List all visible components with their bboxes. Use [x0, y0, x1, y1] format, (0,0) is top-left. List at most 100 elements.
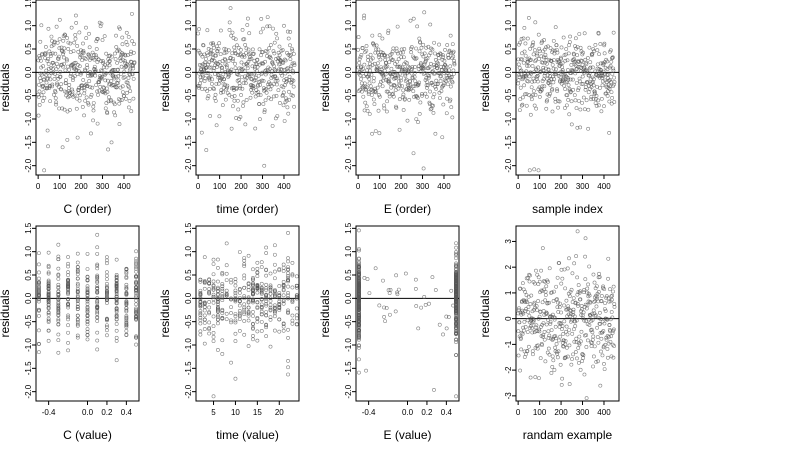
- data-point: [240, 27, 245, 32]
- data-point: [286, 274, 290, 278]
- data-point: [277, 317, 282, 322]
- data-point: [242, 307, 247, 312]
- x-tick-label: 100: [53, 182, 67, 191]
- y-tick-label: 1.5: [504, 0, 513, 8]
- data-point: [454, 338, 458, 342]
- data-point: [37, 276, 41, 281]
- data-point: [211, 324, 216, 329]
- x-tick-label: 400: [597, 408, 611, 417]
- data-point: [598, 67, 603, 72]
- data-point: [393, 73, 398, 78]
- data-point: [277, 53, 282, 57]
- data-point: [49, 34, 54, 39]
- data-point: [56, 277, 61, 281]
- data-point: [219, 90, 224, 95]
- data-point: [75, 44, 80, 48]
- data-point: [537, 314, 542, 319]
- x-tick-label: 200: [554, 408, 568, 417]
- data-point: [92, 64, 97, 69]
- data-point: [198, 309, 203, 313]
- data-point: [254, 90, 259, 95]
- y-tick-label: -1.5: [184, 361, 193, 375]
- data-point: [242, 264, 247, 268]
- data-point: [290, 261, 295, 265]
- data-point: [449, 288, 454, 293]
- data-point: [277, 267, 282, 272]
- data-point: [37, 285, 41, 289]
- data-point: [95, 121, 100, 126]
- data-point: [131, 50, 136, 55]
- data-point: [288, 30, 293, 34]
- data-point: [384, 109, 389, 114]
- data-point: [608, 77, 613, 82]
- data-point: [211, 283, 216, 288]
- plot-frame: [515, 225, 620, 402]
- data-point: [523, 352, 528, 357]
- data-point: [527, 313, 532, 318]
- data-point: [357, 278, 361, 282]
- data-point: [243, 81, 248, 86]
- data-point: [522, 83, 527, 88]
- data-point: [608, 287, 612, 292]
- data-point: [413, 57, 418, 61]
- data-point: [286, 308, 290, 313]
- data-point: [95, 279, 100, 284]
- data-point: [377, 303, 382, 308]
- data-point: [220, 282, 225, 286]
- data-point: [198, 303, 203, 308]
- data-point: [242, 294, 247, 299]
- data-point: [435, 81, 440, 86]
- data-point: [556, 71, 561, 76]
- data-point: [242, 305, 247, 310]
- data-point: [287, 97, 292, 102]
- data-point: [574, 336, 579, 341]
- data-point: [554, 72, 559, 77]
- data-point: [523, 74, 528, 78]
- data-point: [89, 92, 94, 97]
- data-point: [561, 332, 566, 336]
- data-point: [564, 345, 569, 350]
- panel-5: -0.4 0.0 0.2 0.4-2.0-1.5-1.0-0.50.00.51.01.…: [0, 222, 140, 442]
- data-point: [116, 78, 121, 83]
- x-tick-label: 0: [196, 182, 201, 191]
- data-point: [218, 28, 223, 33]
- data-point: [591, 364, 595, 369]
- data-point: [530, 330, 535, 335]
- data-point: [612, 75, 616, 80]
- data-point: [50, 51, 55, 56]
- data-point: [220, 294, 225, 299]
- data-point: [237, 309, 242, 313]
- data-point: [517, 75, 522, 79]
- data-point: [574, 106, 579, 111]
- data-point: [224, 311, 229, 316]
- data-point: [427, 73, 432, 78]
- data-point: [233, 314, 238, 319]
- data-point: [605, 355, 610, 360]
- data-point: [44, 86, 49, 91]
- data-point: [103, 106, 108, 111]
- data-point: [259, 305, 264, 310]
- data-point: [520, 51, 524, 56]
- data-point: [275, 36, 280, 41]
- data-point: [216, 317, 220, 322]
- y-axis-title: residuals: [0, 289, 12, 337]
- data-point: [550, 109, 555, 114]
- data-point: [409, 50, 414, 55]
- data-point: [594, 93, 599, 98]
- data-point: [124, 64, 129, 68]
- data-point: [560, 376, 565, 381]
- data-point: [439, 74, 444, 79]
- data-point: [277, 268, 282, 273]
- data-point: [536, 87, 541, 92]
- data-point: [414, 117, 419, 122]
- data-point: [46, 289, 51, 294]
- data-point: [95, 296, 100, 300]
- data-point: [427, 64, 432, 69]
- data-point: [251, 327, 255, 331]
- data-point: [537, 46, 542, 51]
- y-tick-label: 1.5: [24, 222, 33, 234]
- data-point: [255, 338, 260, 343]
- data-point: [357, 338, 361, 342]
- data-point: [46, 300, 51, 305]
- data-point: [536, 168, 541, 173]
